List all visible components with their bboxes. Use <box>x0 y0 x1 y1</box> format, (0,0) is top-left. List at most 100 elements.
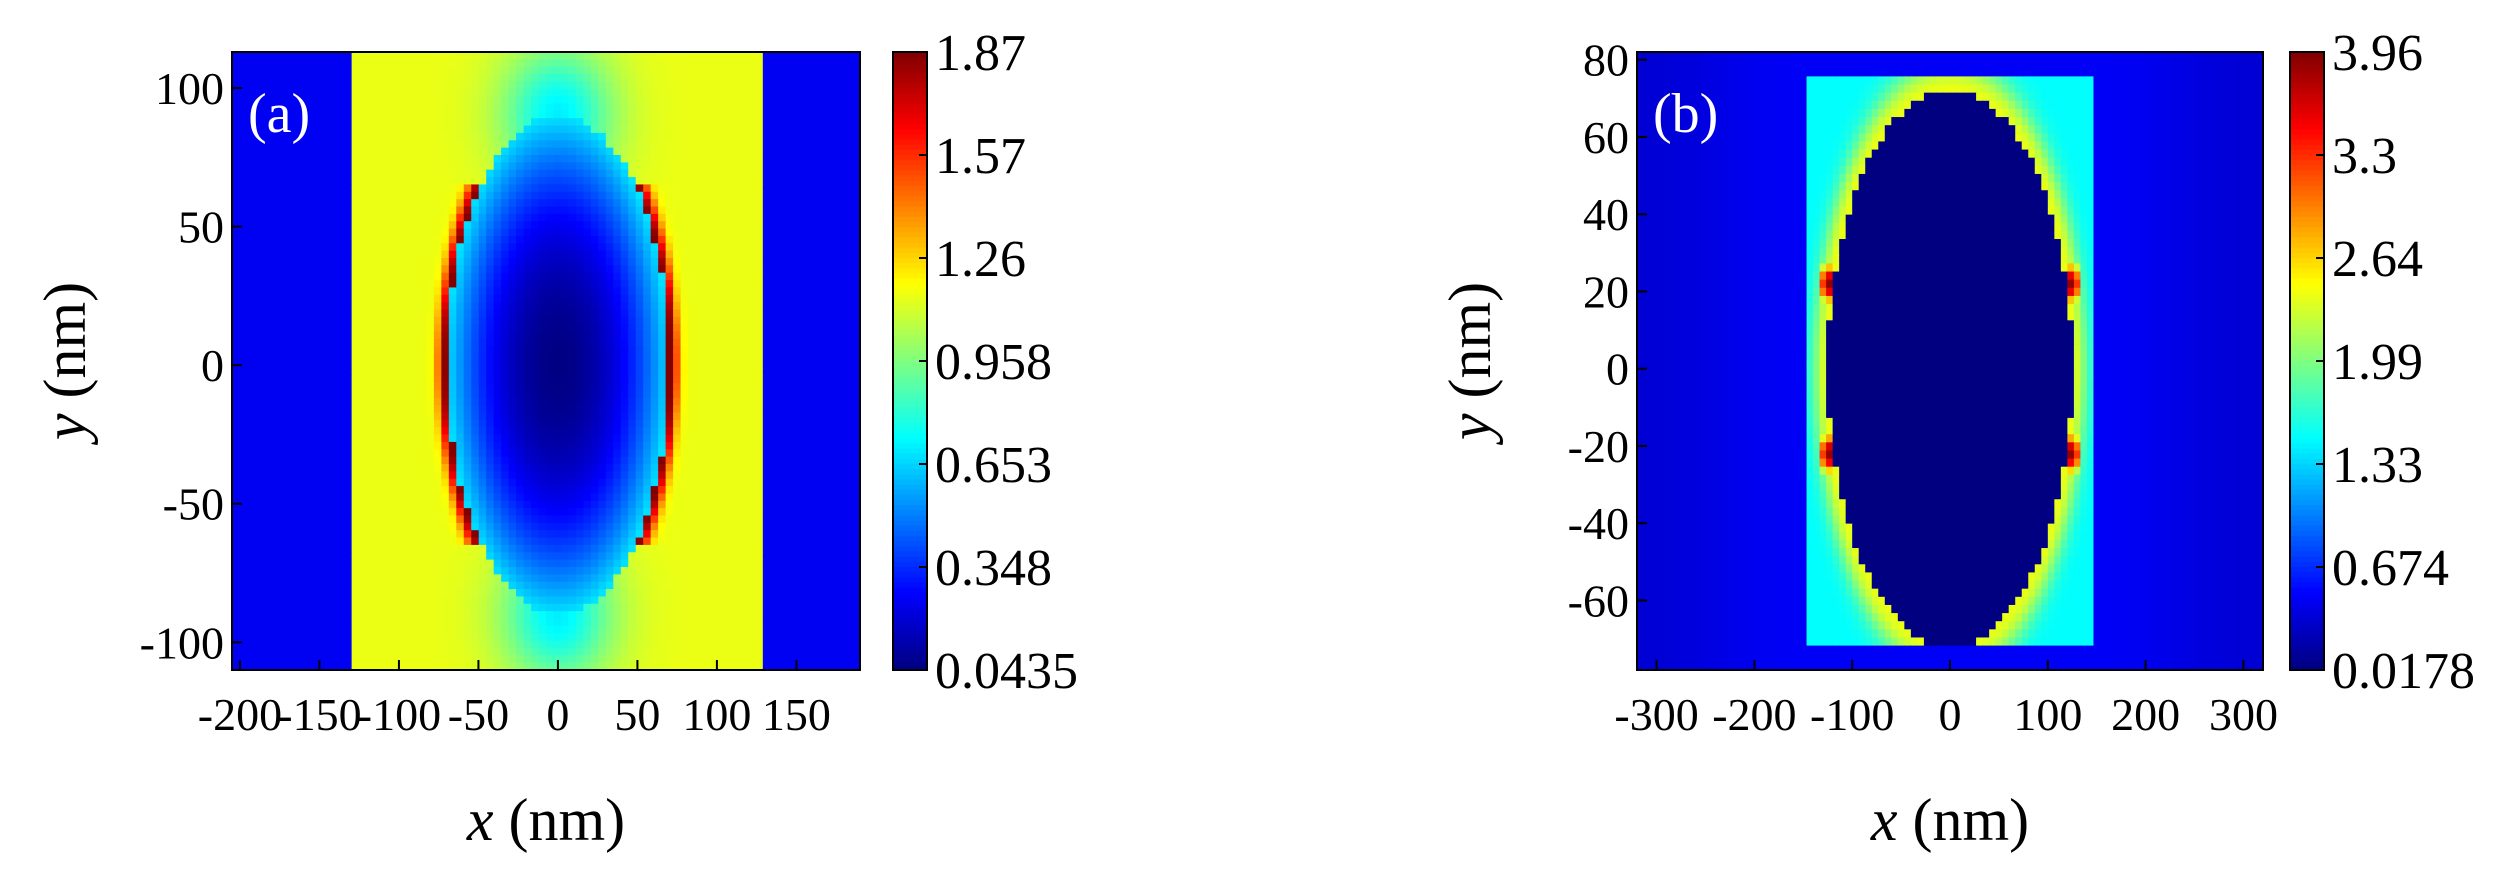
heatmap-cell <box>717 441 727 450</box>
heatmap-cell <box>538 324 547 333</box>
heatmap-cell <box>441 250 450 259</box>
heatmap-cell <box>486 169 495 178</box>
heatmap-cell <box>845 147 854 156</box>
heatmap-cell <box>329 118 338 127</box>
heatmap-cell <box>755 412 764 421</box>
heatmap-cell <box>770 221 779 230</box>
heatmap-cell <box>426 118 435 127</box>
heatmap-cell <box>291 191 300 200</box>
heatmap-cell <box>359 147 368 156</box>
heatmap-cell <box>448 140 457 149</box>
heatmap-cell <box>658 464 667 472</box>
heatmap-cell <box>336 316 345 325</box>
heatmap-cell <box>590 169 599 178</box>
heatmap-cell <box>643 449 652 458</box>
heatmap-cell <box>837 147 846 156</box>
heatmap-cell <box>785 346 794 355</box>
heatmap-cell <box>785 199 794 208</box>
heatmap-cell <box>620 361 629 369</box>
heatmap-cell <box>508 213 517 222</box>
heatmap-cell <box>232 52 241 60</box>
heatmap-cell <box>411 59 420 68</box>
heatmap-cell <box>680 412 689 421</box>
heatmap-cell <box>344 96 353 105</box>
heatmap-cell <box>553 110 562 119</box>
heatmap-cell <box>433 132 442 141</box>
heatmap-cell <box>246 302 256 311</box>
heatmap-cell <box>740 338 749 347</box>
heatmap-cell <box>837 280 846 289</box>
heatmap-cell <box>852 456 861 465</box>
heatmap-cell <box>845 272 854 281</box>
heatmap-cell <box>366 353 375 362</box>
heatmap-cell <box>471 265 480 274</box>
heatmap-cell <box>359 184 368 193</box>
heatmap-cell <box>770 390 779 399</box>
heatmap-cell <box>792 96 801 105</box>
heatmap-cell <box>329 88 338 97</box>
heatmap-cell <box>232 228 241 237</box>
heatmap-cell <box>770 177 779 186</box>
heatmap-cell <box>815 199 824 208</box>
heatmap-cell <box>366 184 375 193</box>
heatmap-cell <box>381 177 390 186</box>
heatmap-cell <box>800 243 809 252</box>
heatmap-cell <box>613 162 622 171</box>
heatmap-cell <box>643 383 652 392</box>
heatmap-cell <box>807 59 816 68</box>
heatmap-cell <box>546 338 555 347</box>
heatmap-cell <box>717 169 727 178</box>
heatmap-cell <box>807 471 816 480</box>
heatmap-cell <box>269 155 278 163</box>
heatmap-cell <box>523 81 532 90</box>
heatmap-cell <box>628 390 637 399</box>
heatmap-cell <box>583 96 592 105</box>
heatmap-cell <box>792 405 801 414</box>
heatmap-cell <box>366 110 375 119</box>
heatmap-cell <box>575 140 584 149</box>
heatmap-cell <box>426 449 435 458</box>
heatmap-cell <box>815 235 824 244</box>
heatmap-cell <box>433 478 442 487</box>
heatmap-cell <box>456 456 465 465</box>
heatmap-cell <box>837 103 846 112</box>
heatmap-cell <box>239 140 248 149</box>
heatmap-cell <box>762 353 771 362</box>
heatmap-cell <box>321 96 330 105</box>
heatmap-cell <box>755 118 764 127</box>
heatmap-cell <box>336 302 345 311</box>
heatmap-cell <box>321 147 330 156</box>
heatmap-cell <box>613 412 622 421</box>
heatmap-cell <box>508 177 517 186</box>
heatmap-cell <box>321 449 330 458</box>
heatmap-cell <box>575 287 584 296</box>
heatmap-cell <box>463 412 472 421</box>
heatmap-cell <box>441 221 450 230</box>
heatmap-cell <box>441 81 450 90</box>
heatmap-cell <box>359 52 368 60</box>
heatmap-cell <box>792 412 801 421</box>
heatmap-cell <box>254 169 263 178</box>
heatmap-cell <box>658 147 667 156</box>
heatmap-cell <box>389 213 398 222</box>
heatmap-cell <box>673 405 682 414</box>
heatmap-cell <box>374 361 383 369</box>
heatmap-cell <box>516 375 525 384</box>
heatmap-cell <box>792 456 801 465</box>
heatmap-cell <box>448 162 457 171</box>
heatmap-cell <box>665 361 674 369</box>
heatmap-cell <box>351 96 360 105</box>
heatmap-cell <box>643 74 652 83</box>
heatmap-cell <box>471 456 480 465</box>
heatmap-cell <box>560 103 570 112</box>
heatmap-cell <box>710 324 719 333</box>
heatmap-cell <box>486 206 495 215</box>
heatmap-cell <box>261 110 270 119</box>
heatmap-cell <box>688 412 697 421</box>
heatmap-cell <box>269 449 278 458</box>
heatmap-cell <box>665 412 674 421</box>
heatmap-cell <box>433 213 442 222</box>
heatmap-cell <box>837 206 846 215</box>
heatmap-cell <box>688 405 697 414</box>
heatmap-cell <box>418 361 427 369</box>
